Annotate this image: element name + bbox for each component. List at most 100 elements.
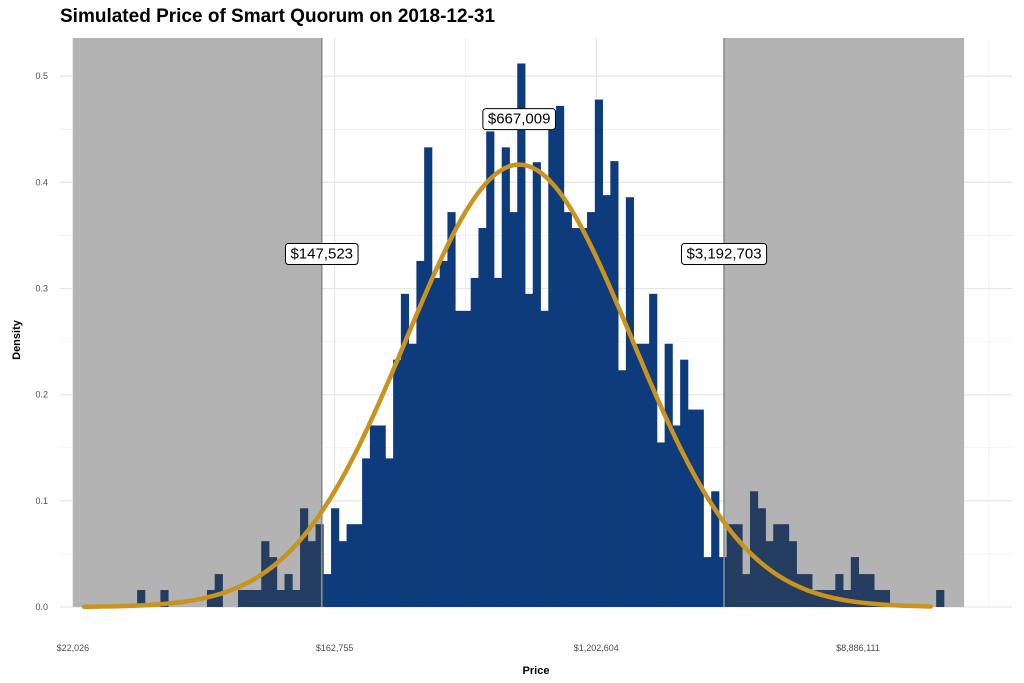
- annotation-labels: $147,523 $667,009 $3,192,703: [284, 108, 768, 265]
- histogram-bar: [439, 260, 448, 607]
- y-tick-label-4: 0.4: [35, 177, 48, 187]
- histogram-bar: [517, 63, 526, 608]
- y-tick-label-2: 0.2: [35, 390, 48, 400]
- histogram-bar: [680, 359, 689, 607]
- x-tick-label-3: $8,886,111: [836, 643, 880, 653]
- y-axis-title: Density: [11, 319, 23, 360]
- histogram-bar: [548, 121, 557, 608]
- histogram-bar: [672, 425, 681, 607]
- histogram-bar: [532, 162, 541, 607]
- histogram-bar: [579, 228, 588, 608]
- histogram-bar: [315, 524, 324, 607]
- histogram-bar: [858, 574, 867, 607]
- histogram-bars: [137, 63, 945, 608]
- x-axis-ticks: $22,026 $162,755 $1,202,604 $8,886,111: [57, 643, 880, 653]
- histogram-bar: [656, 442, 666, 607]
- histogram-bar: [447, 212, 456, 607]
- histogram-bar: [711, 491, 720, 607]
- histogram-bar: [431, 277, 441, 607]
- shaded-region-0: [72, 38, 322, 607]
- histogram-bar: [540, 310, 549, 607]
- y-tick-label-0: 0.0: [35, 602, 48, 612]
- histogram-bar: [137, 590, 146, 607]
- annotation-box: [680, 242, 768, 265]
- histogram-bar: [493, 277, 503, 607]
- histogram-bar: [393, 359, 402, 607]
- histogram-bar: [478, 228, 487, 608]
- annotation-text: $3,192,703: [686, 245, 761, 262]
- histogram-bar: [563, 212, 572, 607]
- histogram-bar: [796, 574, 805, 607]
- histogram-bar: [346, 524, 355, 607]
- histogram-bar: [369, 425, 379, 607]
- histogram-bar: [687, 409, 697, 607]
- histogram-bar: [338, 541, 347, 607]
- annotation-label-2: $3,192,703: [680, 242, 768, 265]
- histogram-bar: [602, 195, 611, 607]
- histogram-bar: [323, 574, 332, 607]
- histogram-bar: [881, 590, 891, 607]
- histogram-bar: [625, 197, 635, 607]
- histogram-bar: [377, 425, 386, 607]
- histogram-bar: [571, 228, 580, 608]
- histogram-bar: [276, 590, 285, 607]
- histogram-bar: [742, 574, 751, 607]
- histogram-bar: [354, 524, 363, 607]
- histogram-bar: [618, 370, 627, 607]
- histogram-bar: [874, 590, 883, 607]
- histogram-bar: [866, 574, 875, 607]
- chart-title: Simulated Price of Smart Quorum on 2018-…: [60, 6, 496, 27]
- histogram-bar: [610, 161, 619, 607]
- histogram-bar: [773, 524, 782, 607]
- annotation-text: $667,009: [488, 111, 551, 128]
- histogram-bar: [749, 491, 759, 607]
- y-tick-label-3: 0.3: [35, 284, 48, 294]
- histogram-bar: [284, 574, 293, 607]
- annotation-text: $147,523: [290, 245, 353, 262]
- histogram-bar: [781, 524, 790, 607]
- histogram-bar: [253, 590, 262, 607]
- histogram-bar: [462, 310, 472, 607]
- histogram-bar: [718, 557, 728, 607]
- histogram-bar: [237, 590, 247, 607]
- histogram-bar: [509, 212, 518, 607]
- histogram-bar: [269, 557, 278, 607]
- x-tick-label-0: $22,026: [57, 643, 90, 653]
- density-curve-group: [81, 162, 934, 609]
- histogram-bar: [664, 343, 673, 607]
- histogram-bar: [307, 541, 316, 607]
- histogram-bar: [695, 409, 704, 607]
- x-tick-label-2: $1,202,604: [574, 643, 619, 653]
- histogram-bar: [214, 574, 223, 607]
- histogram-bar: [331, 508, 340, 607]
- histogram-bar: [633, 343, 642, 607]
- histogram-bar: [408, 343, 417, 607]
- histogram-bar: [160, 590, 169, 607]
- annotation-label-0: $147,523: [284, 242, 359, 265]
- y-tick-label-1: 0.1: [35, 496, 48, 506]
- histogram-bar: [424, 147, 433, 607]
- density-curve: [81, 162, 934, 609]
- histogram-bar: [734, 524, 743, 607]
- histogram-bar: [300, 508, 309, 607]
- histogram-bar: [594, 99, 603, 607]
- histogram-bar: [587, 212, 596, 607]
- annotation-box: [284, 242, 359, 265]
- histogram-bar: [470, 277, 479, 607]
- annotation-label-1: $667,009: [482, 108, 556, 131]
- histogram-bar: [416, 260, 425, 607]
- annotation-box: [482, 108, 556, 131]
- x-tick-label-1: $162,755: [316, 643, 354, 653]
- histogram-bar: [641, 343, 650, 607]
- histogram-bar: [765, 541, 774, 607]
- histogram-bar: [936, 590, 945, 607]
- y-tick-label-5: 0.5: [35, 71, 48, 81]
- histogram-bar: [501, 147, 510, 607]
- histogram-bar: [362, 458, 371, 607]
- histogram-bar: [850, 557, 859, 607]
- histogram-bar: [486, 131, 495, 607]
- histogram-bar: [455, 310, 464, 607]
- histogram-bar: [726, 524, 735, 607]
- histogram-bar: [400, 293, 410, 607]
